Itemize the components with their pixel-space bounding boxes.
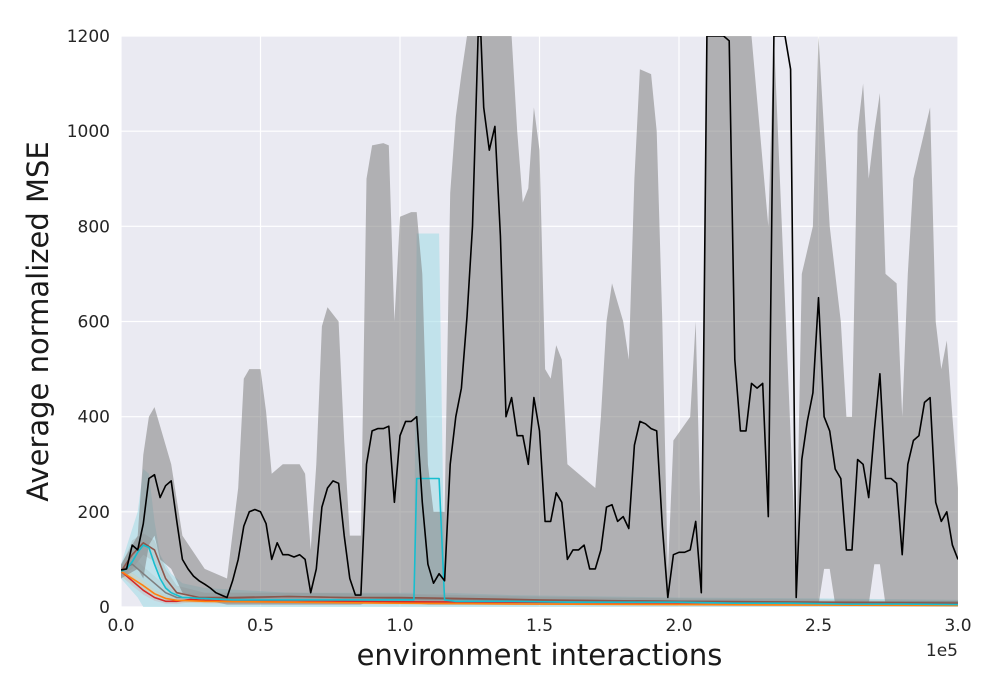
x-tick-label: 3.0 bbox=[944, 616, 971, 636]
y-tick-label: 400 bbox=[78, 408, 110, 428]
confidence-band bbox=[121, 36, 958, 605]
x-tick-label: 2.5 bbox=[805, 616, 832, 636]
series-line bbox=[121, 477, 958, 606]
y-tick-label: 800 bbox=[78, 217, 110, 237]
series-line bbox=[121, 570, 958, 607]
x-tick-label: 1.0 bbox=[386, 616, 413, 636]
x-tick-label: 1.5 bbox=[526, 616, 553, 636]
y-tick-label: 1200 bbox=[67, 27, 110, 47]
x-tick-labels: 0.0 0.5 1.0 1.5 2.0 2.5 3.0 bbox=[107, 616, 971, 636]
x-tick-label: 2.0 bbox=[665, 616, 692, 636]
series-line bbox=[121, 36, 958, 599]
y-tick-label: 200 bbox=[78, 503, 110, 523]
y-tick-label: 600 bbox=[78, 313, 110, 333]
y-axis-label: Average normalized MSE bbox=[21, 141, 55, 501]
y-tick-label: 1000 bbox=[67, 122, 110, 142]
y-tick-label: 0 bbox=[99, 598, 110, 618]
x-tick-label: 0.0 bbox=[107, 616, 134, 636]
x-axis-offset-label: 1e5 bbox=[926, 641, 958, 661]
y-tick-labels: 0 200 400 600 800 1000 1200 bbox=[67, 27, 110, 618]
series-line bbox=[121, 541, 958, 604]
series-lines bbox=[121, 36, 958, 607]
x-tick-label: 0.5 bbox=[247, 616, 274, 636]
x-axis-label: environment interactions bbox=[357, 638, 723, 672]
